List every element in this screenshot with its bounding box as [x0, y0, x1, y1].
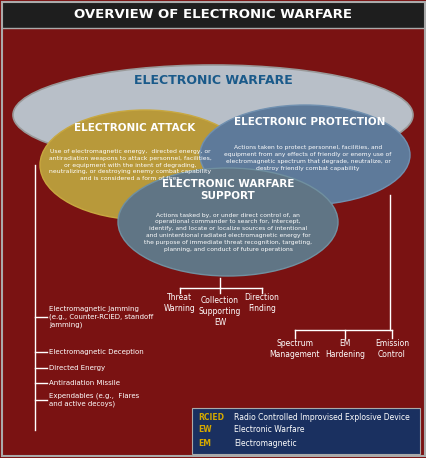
Ellipse shape: [13, 65, 412, 165]
Text: ELECTRONIC WARFARE: ELECTRONIC WARFARE: [133, 73, 292, 87]
Text: Electromagnetic Deception: Electromagnetic Deception: [49, 349, 144, 355]
Text: ELECTRONIC WARFARE
SUPPORT: ELECTRONIC WARFARE SUPPORT: [161, 179, 294, 201]
Bar: [2, 2, 424, 28]
Text: Directed Energy: Directed Energy: [49, 365, 105, 371]
Text: Actions tasked by, or under direct control of, an
operational commander to searc: Actions tasked by, or under direct contr…: [144, 213, 311, 251]
Text: Direction
Finding: Direction Finding: [244, 293, 279, 313]
Text: Actions taken to protect personnel, facilities, and
equipment from any effects o: Actions taken to protect personnel, faci…: [224, 145, 391, 171]
Text: ELECTRONIC PROTECTION: ELECTRONIC PROTECTION: [234, 117, 385, 127]
Text: Threat
Warning: Threat Warning: [164, 293, 196, 313]
Text: Expendables (e.g.,  Flares
and active decoys): Expendables (e.g., Flares and active dec…: [49, 393, 139, 407]
Text: Use of electromagnetic energy,  directed energy, or
antiradiation weapons to att: Use of electromagnetic energy, directed …: [49, 149, 211, 181]
Bar: [192, 408, 419, 454]
Text: Electromagnetic Jamming
(e.g., Counter-RCIED, standoff
jamming): Electromagnetic Jamming (e.g., Counter-R…: [49, 306, 153, 328]
Text: EM: EM: [198, 438, 210, 447]
Text: RCIED: RCIED: [198, 413, 224, 421]
Text: Spectrum
Management: Spectrum Management: [269, 339, 320, 359]
Ellipse shape: [118, 168, 337, 276]
Ellipse shape: [199, 105, 409, 205]
Text: Radio Controlled Improvised Explosive Device: Radio Controlled Improvised Explosive De…: [233, 413, 409, 421]
Text: EM
Hardening: EM Hardening: [324, 339, 364, 359]
Text: EW: EW: [198, 425, 211, 435]
Text: Collection
Supporting
EW: Collection Supporting EW: [199, 296, 241, 327]
Text: Electronic Warfare: Electronic Warfare: [233, 425, 304, 435]
Text: ELECTRONIC ATTACK: ELECTRONIC ATTACK: [74, 123, 195, 133]
Text: OVERVIEW OF ELECTRONIC WARFARE: OVERVIEW OF ELECTRONIC WARFARE: [74, 9, 351, 22]
Text: Electromagnetic: Electromagnetic: [233, 438, 296, 447]
Text: Antiradiation Missile: Antiradiation Missile: [49, 380, 120, 386]
Text: Emission
Control: Emission Control: [374, 339, 408, 359]
Ellipse shape: [40, 110, 249, 220]
